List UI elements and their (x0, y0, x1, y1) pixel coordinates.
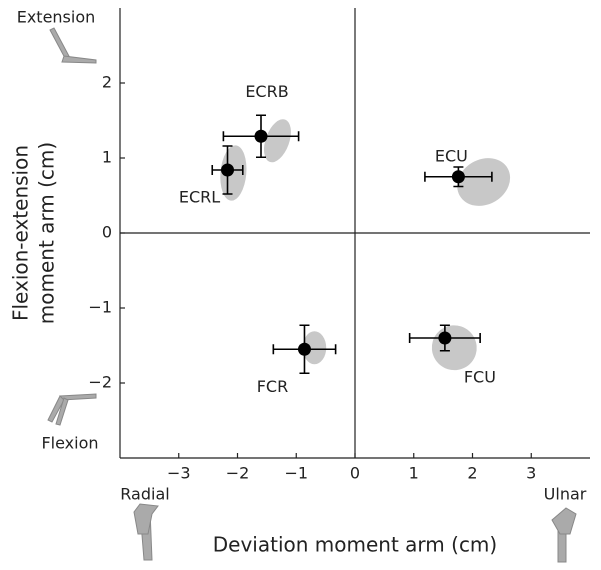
radial-label: Radial (120, 485, 169, 504)
y-tick-label: 2 (102, 73, 112, 92)
point-label: ECU (435, 146, 468, 165)
ulnar-label: Ulnar (544, 485, 587, 504)
point (451, 170, 465, 184)
ellipse (302, 331, 327, 365)
extension-label: Extension (17, 8, 96, 27)
y-axis-label: moment arm (cm) (35, 142, 59, 324)
x-tick-label: −3 (167, 464, 191, 483)
radial-icon (133, 503, 159, 561)
point (254, 129, 268, 143)
y-tick-label: 1 (102, 148, 112, 167)
point (297, 342, 311, 356)
extension-icon (49, 27, 97, 64)
x-tick-label: −2 (226, 464, 250, 483)
point-label: FCU (464, 368, 496, 387)
x-tick-label: 1 (409, 464, 419, 483)
point-label: FCR (257, 377, 289, 396)
ellipse (263, 119, 291, 163)
x-tick-label: 3 (526, 464, 536, 483)
point (221, 163, 235, 177)
y-tick-label: −1 (88, 298, 112, 317)
point-label: ECRL (179, 188, 220, 207)
point (438, 331, 452, 345)
x-tick-label: 2 (467, 464, 477, 483)
x-tick-label: −1 (284, 464, 308, 483)
y-tick-label: 0 (102, 223, 112, 242)
flexion-icon (47, 393, 97, 426)
x-axis-label: Deviation moment arm (cm) (213, 533, 497, 557)
flexion-label: Flexion (41, 434, 98, 453)
ellipse (457, 158, 511, 206)
y-tick-label: −2 (88, 373, 112, 392)
ulnar-icon (551, 507, 577, 563)
y-axis-label: Flexion-extension (9, 145, 33, 321)
x-tick-label: 0 (350, 464, 360, 483)
point-label: ECRB (245, 82, 288, 101)
